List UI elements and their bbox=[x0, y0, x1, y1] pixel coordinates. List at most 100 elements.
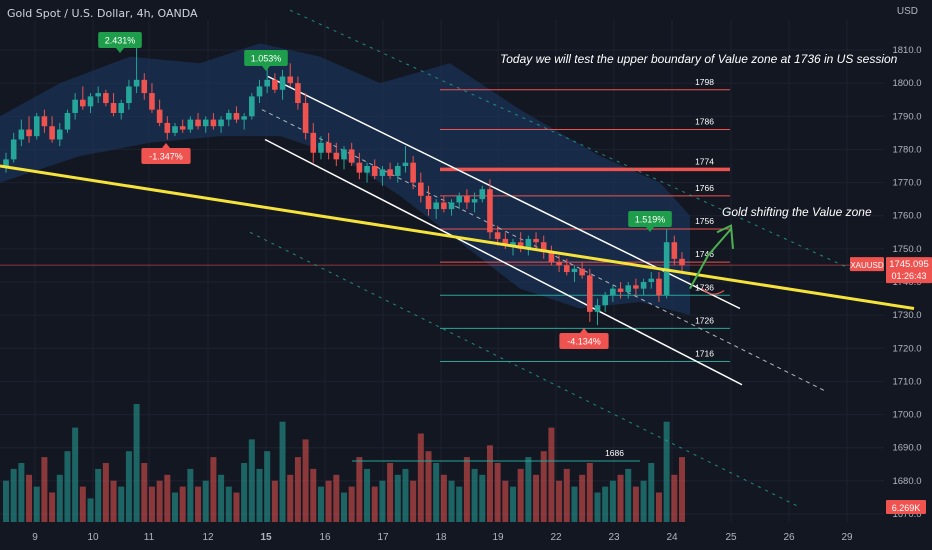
volume-bar bbox=[525, 457, 532, 522]
price-axis: 1670.0 1680.0 1690.0 1700.0 1710.0 1720.0 1730… bbox=[850, 45, 932, 520]
candle-body bbox=[525, 238, 532, 249]
x-tick-label: 23 bbox=[608, 532, 620, 543]
candle-body bbox=[656, 278, 662, 296]
candle-body bbox=[587, 275, 593, 312]
volume-bar bbox=[379, 480, 386, 522]
volume-bar bbox=[325, 480, 332, 522]
candle-body bbox=[379, 169, 386, 176]
candle-body bbox=[633, 285, 639, 289]
trendline bbox=[0, 164, 915, 310]
candle-body bbox=[410, 162, 416, 183]
candle-body bbox=[617, 288, 624, 292]
candle-body bbox=[540, 242, 547, 253]
volume-bar bbox=[479, 474, 486, 522]
volume-bar bbox=[287, 474, 294, 522]
value-zone bbox=[0, 43, 690, 316]
x-tick-label: 29 bbox=[841, 532, 853, 543]
y-tick-label: 1790.0 bbox=[892, 111, 921, 122]
candle-body bbox=[172, 126, 178, 133]
candle-body bbox=[187, 119, 194, 130]
candle-body bbox=[318, 142, 324, 153]
candle-body bbox=[579, 268, 585, 276]
volume-bar bbox=[456, 486, 463, 522]
x-tick-label: 12 bbox=[202, 532, 214, 543]
y-tick-label: 1720.0 bbox=[892, 343, 921, 354]
candle-body bbox=[156, 109, 163, 123]
y-tick-label: 1710.0 bbox=[892, 376, 921, 387]
candle-body bbox=[563, 265, 570, 273]
candle-body bbox=[141, 79, 148, 94]
volume-bar bbox=[102, 463, 109, 522]
candle-body bbox=[272, 79, 278, 90]
volume-bar bbox=[333, 474, 340, 522]
y-tick-label: 1700.0 bbox=[892, 410, 921, 421]
volume-bar bbox=[317, 486, 324, 522]
volume-bar bbox=[202, 480, 209, 522]
candle-body bbox=[517, 242, 524, 249]
candle-body bbox=[256, 86, 263, 97]
candle-body bbox=[126, 86, 132, 104]
x-tick-label: 25 bbox=[725, 532, 737, 543]
volume-bar bbox=[417, 433, 424, 522]
x-tick-label: 17 bbox=[377, 532, 389, 543]
candle-body bbox=[33, 116, 40, 137]
volume-bar bbox=[18, 463, 25, 522]
volume-bar bbox=[195, 486, 202, 522]
candle-body bbox=[402, 162, 409, 166]
x-tick-label: 16 bbox=[319, 532, 331, 543]
candle-body bbox=[556, 262, 562, 266]
volume-bar bbox=[533, 474, 540, 522]
channel-outer-bottom bbox=[249, 231, 801, 508]
volume-bar bbox=[402, 468, 409, 522]
candle-body bbox=[679, 258, 685, 266]
volume-bar bbox=[679, 457, 685, 522]
candle-body bbox=[26, 129, 32, 137]
x-tick-label: 19 bbox=[492, 532, 504, 543]
volume-bar bbox=[156, 480, 163, 522]
volume-bar bbox=[294, 457, 301, 522]
badge-box bbox=[98, 32, 142, 48]
volume-bar bbox=[440, 474, 447, 522]
horizontal-levels: 1798 1786 1774 1766 1756 1746 1736 1726 1716 1686 bbox=[0, 77, 884, 462]
badge-text: 1.053% bbox=[251, 54, 282, 64]
volume-bar bbox=[210, 457, 217, 522]
candle-body bbox=[225, 112, 232, 120]
volume-bar bbox=[609, 480, 616, 522]
x-tick-label: 15 bbox=[260, 532, 272, 543]
volume-bar bbox=[95, 468, 102, 522]
candle-body bbox=[456, 195, 463, 203]
volume-bar bbox=[648, 463, 655, 522]
candle-body bbox=[571, 268, 578, 273]
candle-body bbox=[610, 288, 616, 296]
volume-bar bbox=[433, 463, 440, 522]
candle-body bbox=[479, 189, 486, 200]
candle-body bbox=[41, 116, 48, 127]
volume-tag-box bbox=[886, 500, 926, 514]
value-zone-fill bbox=[0, 43, 690, 316]
volume-bar bbox=[218, 474, 225, 522]
volume-bar bbox=[26, 474, 33, 522]
candle-body bbox=[103, 93, 109, 104]
currency-label: USD bbox=[896, 6, 918, 17]
badge-text: -4.134% bbox=[567, 337, 601, 347]
candle-body bbox=[548, 252, 555, 263]
x-tick-label: 9 bbox=[32, 532, 38, 543]
candle-body bbox=[625, 285, 632, 292]
volume-bar bbox=[10, 468, 17, 522]
volume-bar bbox=[164, 474, 171, 522]
volume-bar bbox=[471, 468, 478, 522]
level-label: 1726 bbox=[695, 315, 714, 325]
candle-body bbox=[671, 242, 678, 259]
y-tick-label: 1760.0 bbox=[892, 211, 921, 222]
volume-bar bbox=[56, 474, 63, 522]
candle-body bbox=[64, 112, 71, 130]
volume-bar bbox=[371, 486, 378, 522]
candle-body bbox=[279, 76, 286, 90]
candle-body bbox=[118, 103, 125, 113]
candle-body bbox=[510, 242, 516, 246]
y-tick-label: 1800.0 bbox=[892, 78, 921, 89]
volume-bar bbox=[49, 492, 56, 522]
volume-bar bbox=[72, 427, 79, 522]
candle-body bbox=[494, 232, 501, 239]
